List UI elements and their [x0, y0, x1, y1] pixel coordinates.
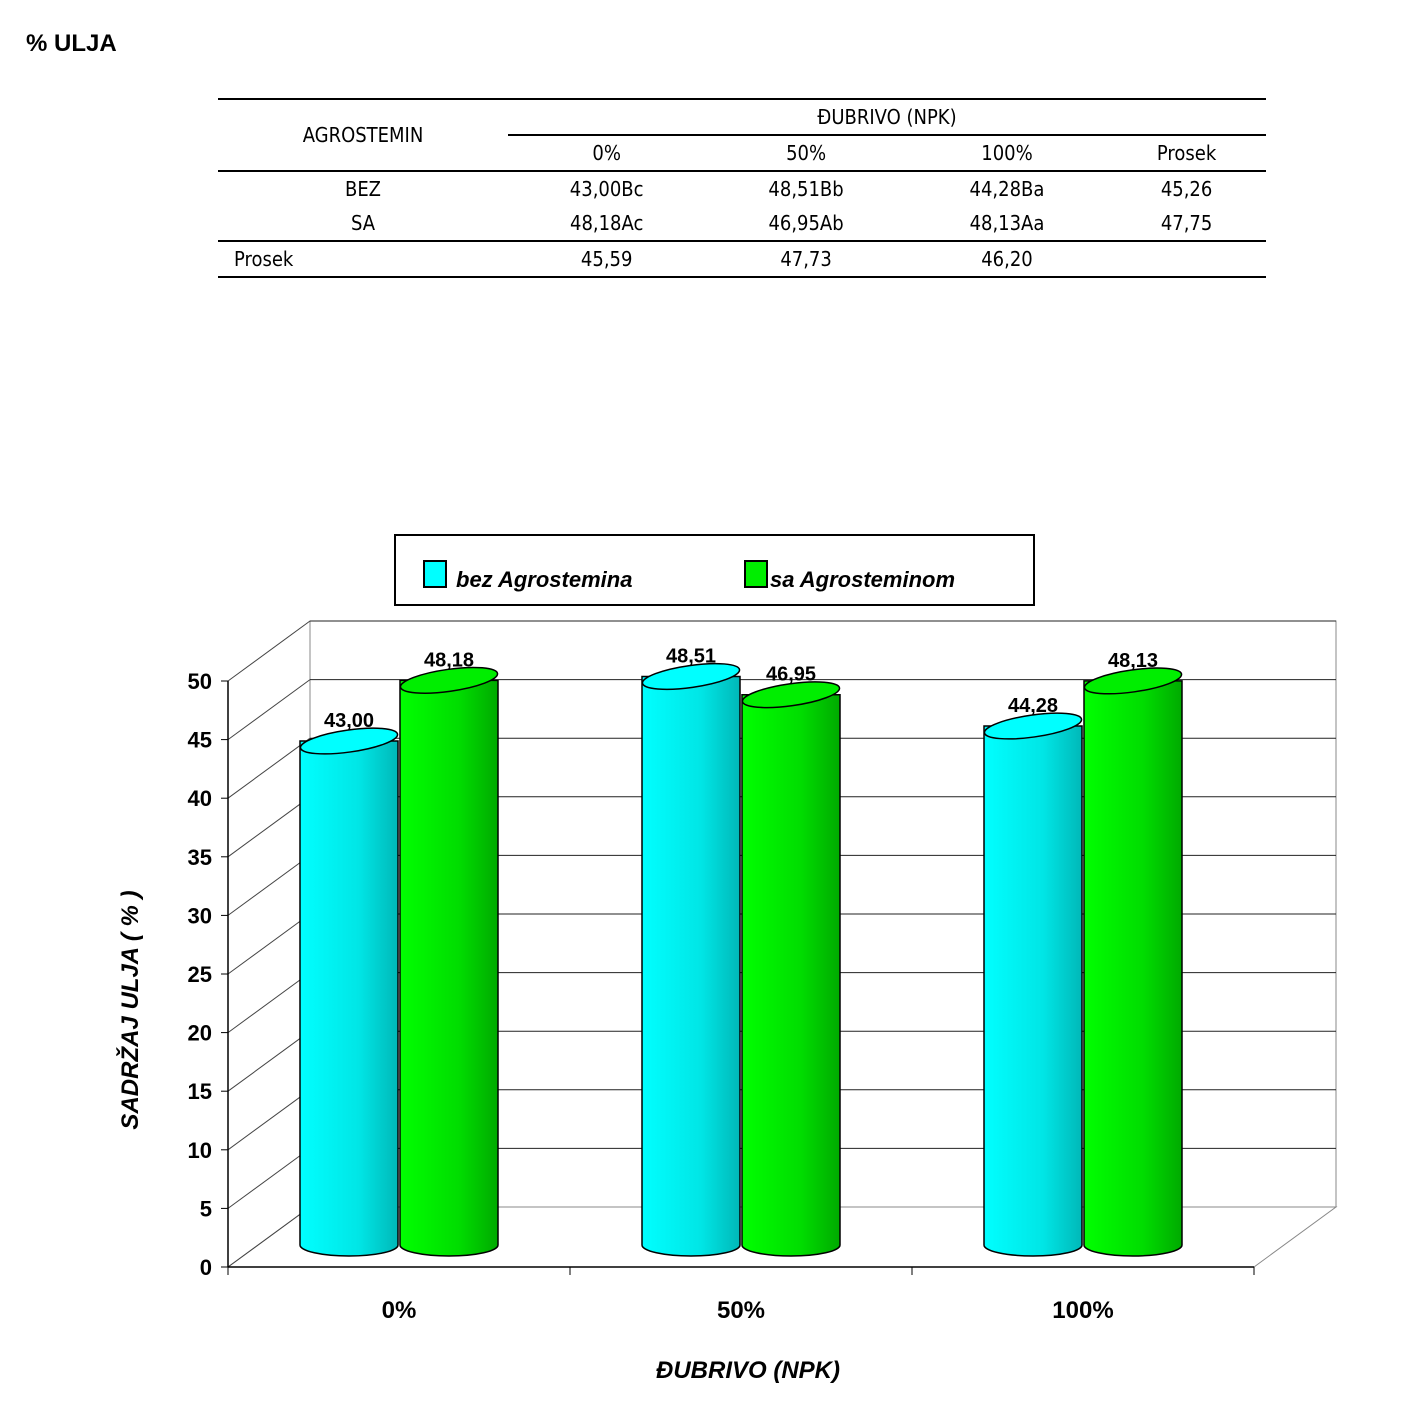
gridline-diagonal [227, 854, 311, 916]
data-label: 48,13 [1108, 650, 1158, 672]
y-tick-label: 10 [188, 1138, 212, 1163]
y-tick-label: 45 [188, 728, 212, 753]
bar: 44,28 [983, 695, 1083, 1257]
legend-label: sa Agrosteminom [770, 567, 955, 592]
cell: 45,26 [1107, 170, 1266, 206]
legend-swatch-cyan [423, 560, 447, 588]
x-tick-label: 100% [1052, 1297, 1113, 1324]
legend-box [394, 534, 1035, 606]
data-label: 44,28 [1008, 695, 1058, 717]
page-title: % ULJA [26, 30, 117, 57]
cell: 48,13Aa [969, 211, 1045, 235]
bar-top [299, 727, 399, 755]
x-tick-label: 50% [717, 1297, 765, 1324]
bar-top [399, 666, 499, 694]
y-tick-label: 30 [188, 903, 212, 928]
cell: 47,75 [1160, 211, 1213, 235]
gridline-diagonal [227, 1147, 311, 1209]
y-tick-label: 20 [188, 1021, 212, 1046]
cell: 47,73 [705, 240, 907, 278]
data-label: 48,18 [424, 649, 474, 671]
y-tick-label: 50 [188, 669, 212, 694]
cell: 48,18Ac [570, 211, 644, 235]
col-header: 50% [786, 141, 827, 165]
legend-swatch-green [744, 560, 768, 588]
row-label: BEZ [218, 170, 508, 206]
gridline-diagonal [227, 737, 311, 799]
bar: 48,13 [1083, 650, 1183, 1257]
x-tick-label: 0% [382, 1297, 417, 1324]
gridline-diagonal [227, 796, 311, 858]
gridline-diagonal [227, 679, 311, 741]
data-table: AGROSTEMIN ĐUBRIVO (NPK) 0% 50% 100% Pro… [218, 98, 1266, 278]
gridline-diagonal [227, 972, 311, 1034]
bar: 43,00 [299, 710, 399, 1257]
bar-top [1083, 667, 1183, 695]
data-label: 46,95 [766, 664, 816, 686]
bar-top [641, 662, 741, 691]
bar: 46,95 [741, 664, 841, 1257]
cell: 48,51Bb [705, 170, 907, 206]
bar-body [1083, 680, 1183, 1257]
footer-label: Prosek [218, 240, 508, 278]
empty-cell [1107, 240, 1266, 278]
gridline-diagonal [227, 1206, 311, 1268]
gridline-diagonal [227, 620, 311, 682]
bar: 48,51 [641, 645, 741, 1257]
gridline-diagonal [227, 1030, 311, 1092]
data-label: 48,51 [666, 645, 716, 667]
x-axis-title: ĐUBRIVO (NPK) [656, 1357, 840, 1384]
bar: 48,18 [399, 649, 499, 1257]
bar-body [983, 725, 1083, 1257]
y-tick-label: 25 [188, 962, 212, 987]
group-header: ĐUBRIVO (NPK) [508, 98, 1266, 136]
col-header: 0% [592, 141, 621, 165]
bar-top [741, 681, 841, 709]
y-tick-label: 35 [188, 845, 212, 870]
bar-body [641, 675, 741, 1257]
y-tick-label: 15 [188, 1079, 212, 1104]
cell: 45,59 [508, 240, 706, 278]
cell: 44,28Ba [906, 170, 1108, 206]
row-label: SA [350, 211, 376, 235]
y-tick-label: 0 [200, 1255, 212, 1280]
col-header: Prosek [1156, 141, 1217, 165]
row-header: AGROSTEMIN [218, 98, 508, 171]
data-label: 43,00 [324, 710, 374, 732]
bar-body [399, 679, 499, 1257]
cell: 46,20 [906, 240, 1108, 278]
cell: 43,00Bc [508, 170, 706, 206]
y-axis-title: SADRŽAJ ULJA ( % ) [116, 890, 144, 1129]
gridline-diagonal [227, 913, 311, 975]
bar-body [299, 740, 399, 1257]
y-tick-label: 40 [188, 786, 212, 811]
y-tick-label: 5 [200, 1196, 212, 1221]
col-header: 100% [981, 141, 1033, 165]
bar-body [741, 693, 841, 1257]
bar-top [983, 712, 1083, 740]
legend-label: bez Agrostemina [456, 567, 632, 592]
gridline-diagonal [227, 1089, 311, 1151]
cell: 46,95Ab [768, 211, 844, 235]
